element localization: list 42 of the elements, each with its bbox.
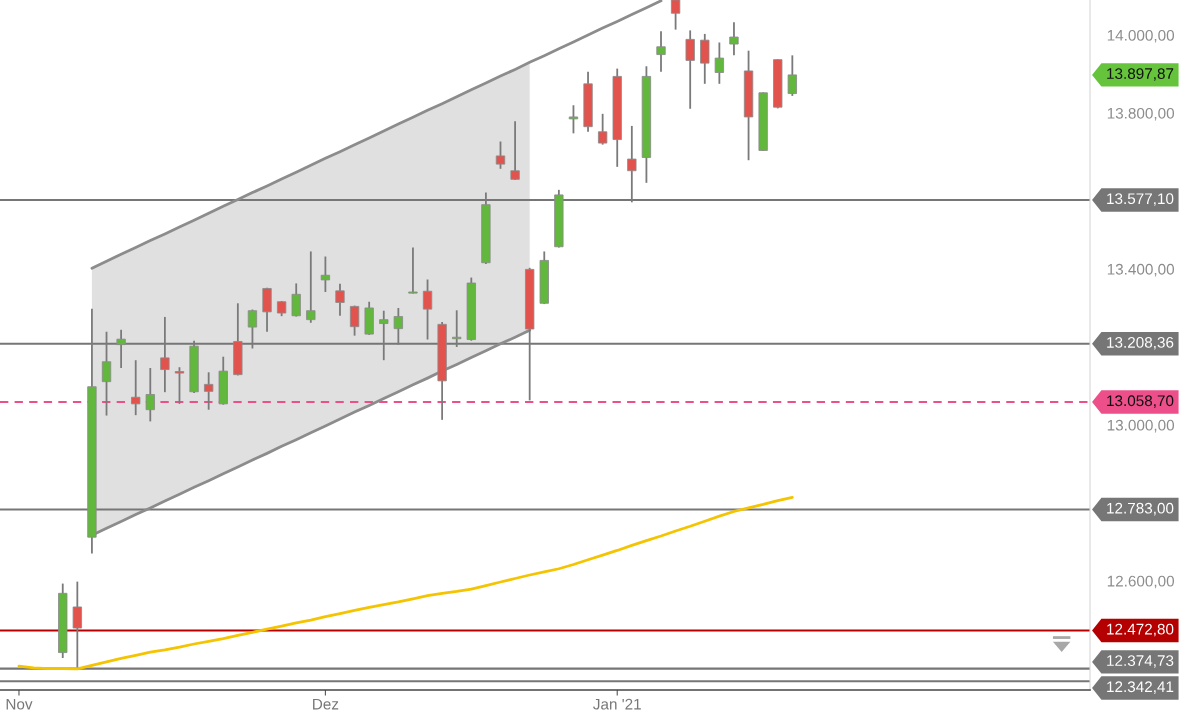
y-tick-label: 12.600,00 <box>1107 575 1175 589</box>
candlestick <box>597 112 608 146</box>
candlestick <box>495 140 506 170</box>
y-tick-label: 14.000,00 <box>1107 29 1175 43</box>
ref-line-label: 12.783,00 <box>1107 502 1174 516</box>
ref-line-label: 13.208,36 <box>1107 336 1174 350</box>
y-tick-label: 13.000,00 <box>1107 419 1175 433</box>
candlestick <box>670 0 681 31</box>
candlestick <box>349 304 360 337</box>
y-tick-label: 13.800,00 <box>1107 107 1175 121</box>
candlestick <box>787 54 797 97</box>
ref-line-label: 12.342,41 <box>1107 681 1174 694</box>
candlestick <box>568 104 579 135</box>
candlestick <box>729 21 739 57</box>
candlestick <box>700 33 710 85</box>
ref-line-label: 13.058,70 <box>1107 395 1174 408</box>
line-series <box>90 0 663 270</box>
candlestick <box>408 246 418 295</box>
candlestick <box>174 366 185 405</box>
ref-line-label: 12.472,80 <box>1107 623 1174 637</box>
candlestick <box>320 255 331 293</box>
candlestick <box>262 286 272 333</box>
candlestick <box>422 278 433 341</box>
text: 13.897,87 <box>1107 68 1174 81</box>
candlestick <box>714 41 725 85</box>
candlestick <box>145 367 155 423</box>
x-tick-label: Dez <box>313 698 339 710</box>
line-series <box>17 496 794 671</box>
candlestick <box>204 371 214 411</box>
candlestick <box>685 29 695 110</box>
y-tick-label: 13.400,00 <box>1107 263 1175 277</box>
candlestick <box>656 30 666 73</box>
ref-line-label: 12.374,73 <box>1107 655 1174 668</box>
candlestick <box>306 250 316 324</box>
ref-line-label: 13.577,10 <box>1107 193 1174 206</box>
candlestick <box>72 580 82 669</box>
candlestick <box>131 359 141 417</box>
candlestick <box>335 282 345 317</box>
candlestick <box>510 120 520 182</box>
candlestick <box>291 282 301 318</box>
x-tick-label: Jan '21 <box>593 698 641 710</box>
x-tick-label: Nov <box>6 698 33 710</box>
